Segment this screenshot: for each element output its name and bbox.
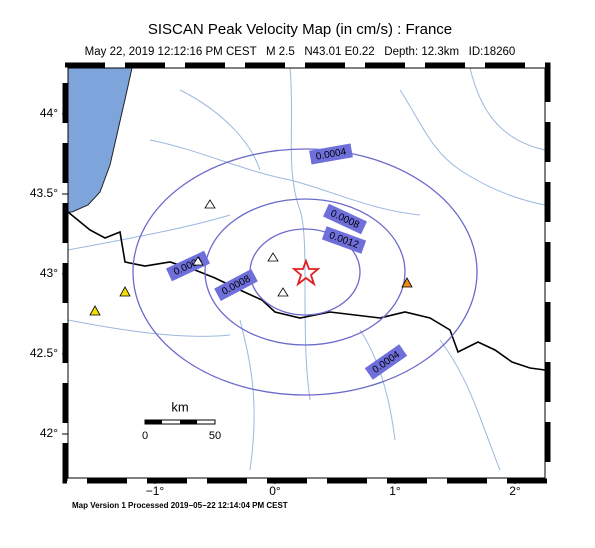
contour-label-box [309,143,353,165]
scale-unit: km [171,399,188,414]
scale-end: 50 [209,430,221,442]
frame-ticks [62,62,551,484]
epicenter [291,258,321,287]
contour-label-box [321,226,367,254]
contour-label-text: 0.0004 [315,146,347,162]
lon-label: 2° [509,484,521,498]
lat-label: 42.5° [30,346,58,360]
lon-label: 0° [269,484,281,498]
border [67,211,546,371]
frame [67,67,546,479]
title: SISCAN Peak Velocity Map (in cm/s) : Fra… [148,21,452,38]
ticks: −1° 0° 1° 2° 42° 42.5° 43° 43.5° 44° [30,106,521,498]
lon-label: −1° [146,484,165,498]
scale-start: 0 [142,430,148,442]
subtitle: May 22, 2019 12:12:16 PM CEST M 2.5 N43.… [85,46,516,58]
contour-label: 0.0004 [309,143,353,165]
footer: Map Version 1 Processed 2019−05−22 12:14… [72,501,288,510]
lon-label: 1° [389,484,401,498]
scale-bar: km 0 50 [142,399,221,441]
contour-label-box [323,203,367,235]
lat-label: 43.5° [30,186,58,200]
lat-label: 43° [40,266,58,280]
lat-label: 44° [40,106,58,120]
contour-label-box [214,268,258,302]
contour-label-box [364,344,408,380]
land [68,68,545,478]
rivers [67,67,546,471]
sea [67,67,133,213]
lat-label: 42° [40,426,58,440]
stations [89,199,413,316]
